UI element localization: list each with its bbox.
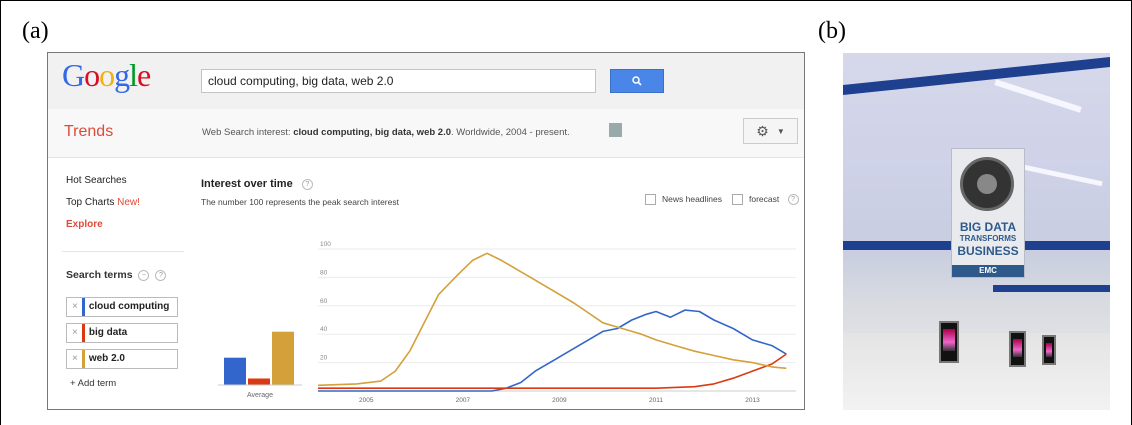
x-tick-label: 2009 (552, 397, 567, 404)
ceiling-beam (993, 285, 1110, 292)
photo-big-data-banner: BIG DATA TRANSFORMS BUSINESS EMC (843, 53, 1110, 410)
gear-icon: ⚙ (756, 122, 769, 139)
x-tick-label: 2007 (456, 397, 471, 404)
search-icon (632, 76, 642, 86)
series-line-cloud-computing (318, 309, 787, 392)
search-input[interactable]: cloud computing, big data, web 2.0 (201, 69, 596, 93)
x-tick-label: 2011 (649, 397, 663, 404)
google-trends-screenshot: Google cloud computing, big data, web 2.… (47, 52, 805, 410)
y-tick-label: 20 (320, 355, 328, 362)
sidebar-item-hot-searches[interactable]: Hot Searches (66, 175, 127, 186)
panel-label-a: (a) (22, 18, 49, 44)
trends-title[interactable]: Trends (64, 123, 114, 140)
average-bar-chart: Average (218, 331, 302, 399)
news-headlines-label: News headlines (662, 194, 723, 204)
floor (843, 333, 1110, 410)
banner-line-3: BUSINESS (957, 244, 1019, 258)
wheel-icon (960, 157, 1014, 211)
checkbox-box[interactable] (732, 194, 743, 206)
term-label: web 2.0 (88, 353, 125, 364)
search-term-chip[interactable]: × web 2.0 (66, 349, 178, 369)
x-tick-label: 2005 (359, 397, 374, 404)
new-badge: New! (117, 197, 140, 208)
share-icon[interactable] (609, 123, 622, 137)
top-bar: Google cloud computing, big data, web 2.… (48, 53, 804, 110)
help-icon[interactable]: ? (155, 269, 167, 281)
banner-line-1: BIG DATA (959, 220, 1017, 234)
term-color-swatch (81, 324, 85, 342)
help-icon[interactable]: ? (301, 178, 313, 190)
average-label: Average (247, 392, 273, 399)
y-tick-label: 100 (320, 241, 331, 248)
ceiling-light (994, 79, 1082, 113)
forecast-checkbox[interactable]: forecast ? (732, 194, 799, 206)
term-label: cloud computing (88, 301, 170, 312)
display-kiosk (1009, 331, 1026, 367)
sidebar-divider (62, 251, 184, 252)
panel-label-b: (b) (818, 18, 846, 44)
summary-prefix: Web Search interest: (202, 127, 291, 138)
series-line-web-2-0 (317, 252, 787, 387)
term-color-swatch (81, 298, 85, 316)
y-tick-label: 80 (320, 269, 328, 276)
search-term-chip[interactable]: × big data (66, 323, 178, 343)
average-bar (272, 331, 294, 385)
forecast-label: forecast (749, 194, 780, 204)
news-headlines-checkbox[interactable]: News headlines (645, 194, 723, 206)
search-terms-heading: Search terms − ? (66, 269, 167, 281)
series-line-big-data (318, 353, 787, 389)
remove-term-icon[interactable]: × (72, 353, 78, 364)
x-tick-label: 2013 (745, 397, 760, 404)
google-logo[interactable]: Google (62, 57, 151, 93)
interest-line-chart: 20 40 60 80 100 2005 2007 2009 2011 2013 (317, 241, 796, 404)
checkbox-box[interactable] (645, 194, 656, 206)
remove-term-icon[interactable]: × (72, 327, 78, 338)
remove-term-icon[interactable]: × (72, 301, 78, 312)
interest-over-time-title: Interest over time ? (201, 178, 313, 190)
chart-title: Interest over time (201, 178, 293, 190)
chevron-down-icon: ▼ (776, 126, 785, 136)
ceiling-light (1023, 164, 1103, 187)
ceiling-beam (843, 56, 1110, 96)
add-term-link[interactable]: + Add term (70, 378, 117, 389)
sidebar-item-top-charts[interactable]: Top Charts New! (66, 197, 140, 219)
big-data-banner: BIG DATA TRANSFORMS BUSINESS EMC (951, 148, 1025, 278)
display-kiosk (939, 321, 959, 363)
chart-subtitle: The number 100 represents the peak searc… (201, 197, 399, 207)
average-bar (224, 357, 246, 385)
trends-header-bar: Trends Web Search interest: cloud comput… (48, 109, 804, 158)
y-tick-label: 60 (320, 298, 328, 305)
search-summary: Web Search interest: cloud computing, bi… (202, 127, 570, 138)
summary-terms: cloud computing, big data, web 2.0 (293, 127, 452, 138)
term-label: big data (88, 327, 128, 338)
display-kiosk (1042, 335, 1056, 365)
help-icon[interactable]: ? (787, 194, 799, 206)
search-term-chip[interactable]: × cloud computing (66, 297, 178, 317)
banner-line-2: TRANSFORMS (959, 234, 1017, 243)
term-color-swatch (81, 350, 85, 368)
emc-logo: EMC (952, 265, 1024, 277)
top-charts-label: Top Charts (66, 197, 115, 208)
average-bar (248, 378, 270, 385)
summary-suffix: . Worldwide, 2004 - present. (451, 127, 570, 138)
banner-text: BIG DATA TRANSFORMS BUSINESS (952, 221, 1024, 257)
y-tick-label: 40 (320, 326, 328, 333)
search-terms-label: Search terms (66, 269, 133, 281)
sidebar-item-explore[interactable]: Explore (66, 219, 103, 230)
sidebar-nav: Hot Searches Top Charts New! Explore (66, 175, 140, 241)
search-button[interactable] (610, 69, 664, 93)
collapse-icon[interactable]: − (138, 269, 150, 281)
settings-button[interactable]: ⚙ ▼ (743, 118, 798, 144)
